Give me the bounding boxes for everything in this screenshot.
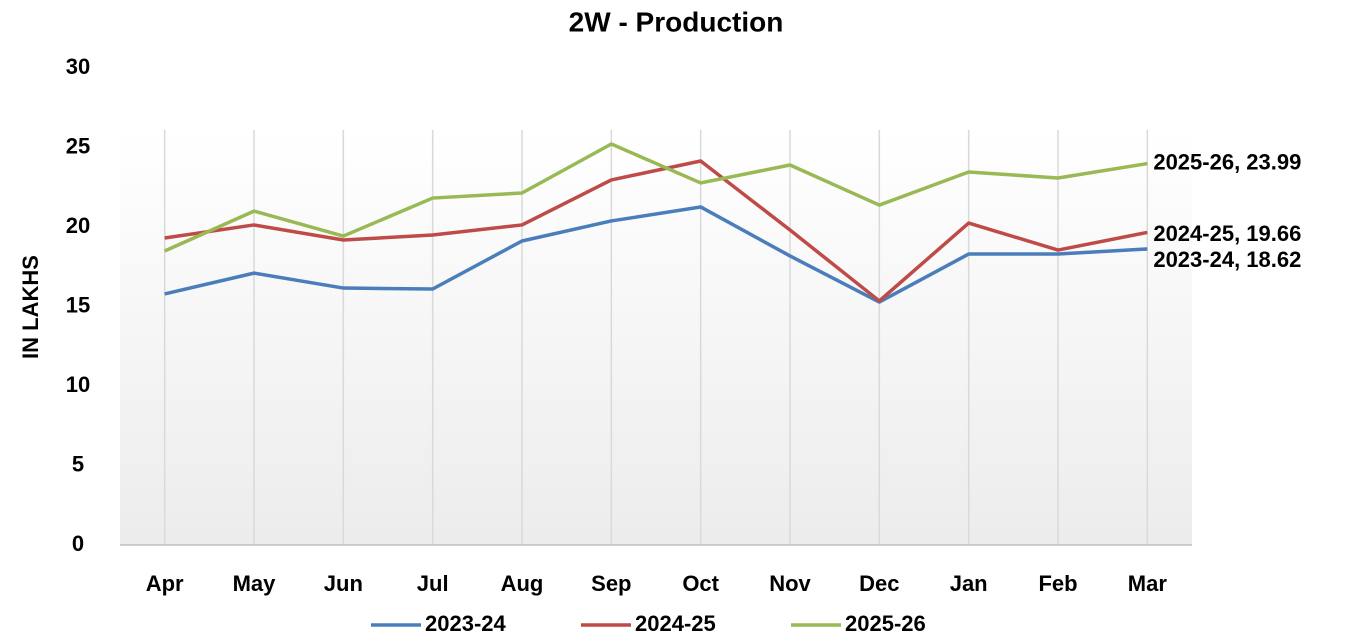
x-tick-label: Dec	[859, 571, 899, 596]
legend-label: 2023-24	[425, 611, 507, 636]
y-tick-label: 25	[66, 133, 90, 158]
data-label: 2023-24, 18.62	[1153, 247, 1301, 272]
x-tick-label: Aug	[501, 571, 544, 596]
data-label: 2025-26, 23.99	[1153, 149, 1301, 174]
y-tick-label: 5	[72, 451, 84, 476]
chart-title: 2W - Production	[569, 6, 784, 37]
series-line	[163, 142, 1148, 253]
data-label: 2024-25, 19.66	[1153, 221, 1301, 246]
y-axis-label: IN LAKHS	[18, 255, 43, 359]
series-line	[164, 205, 1148, 304]
legend-label: 2025-26	[845, 611, 926, 636]
y-tick-label: 0	[72, 531, 84, 556]
x-tick-label: Oct	[682, 571, 719, 596]
x-tick-label: May	[233, 571, 277, 596]
x-tick-label: Apr	[146, 571, 184, 596]
y-tick-label: 10	[66, 372, 90, 397]
x-tick-label: Feb	[1038, 571, 1077, 596]
series-line	[164, 159, 1148, 303]
x-tick-label: Jun	[324, 571, 363, 596]
x-tick-label: Mar	[1128, 571, 1168, 596]
plot-background	[120, 130, 1192, 545]
x-tick-label: Jan	[950, 571, 988, 596]
x-tick-label: Jul	[417, 571, 449, 596]
y-tick-label: 15	[66, 292, 90, 317]
y-tick-label: 20	[66, 213, 90, 238]
x-tick-label: Sep	[591, 571, 631, 596]
y-tick-label: 30	[66, 54, 90, 79]
x-tick-label: Nov	[769, 571, 811, 596]
legend-label: 2024-25	[635, 611, 716, 636]
